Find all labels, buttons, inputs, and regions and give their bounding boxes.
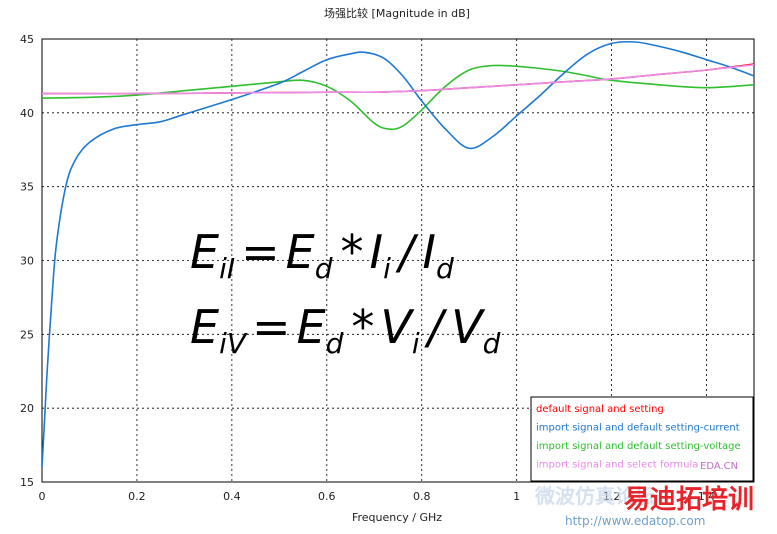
legend-entry: import signal and default setting-curren… bbox=[536, 423, 740, 434]
x-tick-label: 0.6 bbox=[318, 490, 336, 503]
x-tick-label: 1.4 bbox=[698, 490, 716, 503]
equation-voltage: EiV = Ed * Vi / Vd bbox=[190, 300, 501, 360]
y-tick-label: 35 bbox=[20, 181, 34, 194]
legend-entry: import signal and select formula bbox=[536, 460, 698, 471]
y-tick-label: 15 bbox=[20, 476, 34, 489]
x-tick-label: 1.2 bbox=[603, 490, 621, 503]
grid-lines bbox=[42, 39, 754, 482]
series-line-3 bbox=[42, 64, 754, 131]
legend-entry: import signal and default setting-voltag… bbox=[536, 441, 741, 452]
series-line-2 bbox=[42, 40, 754, 468]
series-lines bbox=[42, 40, 754, 468]
equation-current: EiI = Ed * Ii / Id bbox=[190, 225, 454, 285]
svg-text:EiI=Ed*Ii/Id: EiI = Ed * Ii / Id bbox=[190, 225, 454, 285]
x-axis-label: Frequency / GHz bbox=[352, 511, 442, 524]
y-axis-ticks: 15 20 25 30 35 40 45 bbox=[20, 33, 34, 489]
y-tick-label: 30 bbox=[20, 255, 34, 268]
series-line-4 bbox=[42, 64, 754, 95]
y-tick-label: 20 bbox=[20, 402, 34, 415]
legend-entry: default signal and setting bbox=[536, 404, 664, 415]
x-tick-label: 1 bbox=[513, 490, 520, 503]
x-tick-label: 0.2 bbox=[128, 490, 146, 503]
watermark-brand: 易迪拓培训 bbox=[624, 485, 754, 515]
legend-box bbox=[530, 396, 754, 482]
y-tick-label: 40 bbox=[20, 107, 34, 120]
x-axis-ticks: 0 0.2 0.4 0.6 0.8 1 1.2 1.4 bbox=[39, 490, 716, 503]
watermark-eda-cn: EDA.CN bbox=[700, 461, 738, 472]
y-tick-label: 45 bbox=[20, 33, 34, 46]
legend: default signal and setting import signal … bbox=[530, 396, 754, 482]
watermark-faint-cn: 微波仿真论坛 bbox=[534, 484, 655, 508]
chart-title: 场强比较 [Magnitude in dB] bbox=[324, 6, 470, 20]
watermark-url: http://www.edatop.com bbox=[565, 514, 705, 528]
x-tick-label: 0 bbox=[39, 490, 46, 503]
x-tick-label: 0.4 bbox=[223, 490, 241, 503]
y-tick-label: 25 bbox=[20, 328, 34, 341]
svg-text:EiV=Ed*Vi/Vd: EiV = Ed * Vi / Vd bbox=[190, 300, 501, 360]
x-tick-label: 0.8 bbox=[413, 490, 431, 503]
